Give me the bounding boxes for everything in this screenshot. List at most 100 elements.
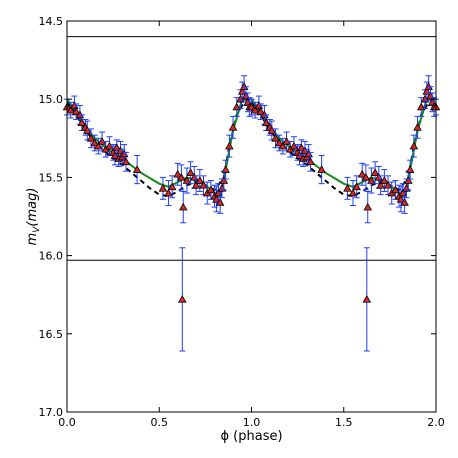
data-point-marker (376, 180, 385, 189)
data-point-marker (380, 176, 389, 184)
data-point-marker (413, 122, 422, 131)
data-point (282, 131, 291, 152)
data-point-marker (361, 172, 371, 181)
data-point (132, 155, 142, 185)
data-point (289, 136, 299, 157)
data-point (228, 115, 238, 139)
data-point-marker (357, 169, 367, 178)
data-point-marker (215, 198, 225, 206)
plot-frame (66, 20, 437, 413)
data-point-marker (256, 107, 266, 115)
data-point-marker (391, 185, 400, 194)
data-point (376, 175, 385, 196)
data-point-marker (173, 169, 182, 178)
data-point-marker (178, 202, 188, 211)
data-point (250, 101, 260, 119)
data-point (94, 137, 103, 155)
data-point (199, 175, 208, 196)
data-point (400, 190, 409, 214)
data-point (363, 190, 373, 224)
data-point (83, 120, 92, 141)
y-tick-label: 16.5 (39, 328, 64, 341)
data-point-marker (250, 105, 260, 114)
y-tick-label: 15.0 (39, 93, 64, 106)
data-point (77, 114, 87, 131)
data-point-marker (271, 133, 280, 142)
y-tick-label: 17.0 (39, 406, 64, 419)
data-point-marker (228, 122, 238, 131)
data-point-marker (105, 141, 114, 150)
data-point (225, 134, 234, 158)
x-tick-label: 0.5 (151, 416, 169, 429)
data-point-marker (167, 182, 177, 191)
y-tick-label: 14.5 (39, 15, 64, 28)
data-point-marker (370, 168, 380, 176)
data-point (177, 164, 186, 191)
data-point-marker (409, 141, 419, 150)
data-point-marker (261, 118, 271, 126)
data-point-marker (367, 176, 376, 184)
data-point-marker (186, 168, 195, 176)
data-point-marker (164, 188, 173, 197)
data-point (191, 175, 201, 196)
data-point-marker (363, 202, 373, 211)
data-point (416, 97, 426, 117)
data-point-marker (348, 188, 358, 197)
data-point (167, 175, 177, 199)
data-point-marker (66, 105, 75, 114)
data-point-marker (177, 172, 186, 181)
data-point (86, 128, 96, 149)
data-point (221, 159, 230, 180)
x-axis-label: ϕ (phase) (220, 429, 282, 444)
y-axis-label-sub: V (32, 226, 42, 233)
data-point-marker (158, 183, 168, 192)
data-point (121, 151, 131, 172)
y-tick-label: 16.0 (39, 250, 64, 263)
data-point (352, 175, 361, 199)
data-point-marker (206, 185, 216, 194)
outlier-point (178, 247, 187, 352)
y-axis-label: mV(mag) (25, 188, 42, 246)
data-point-marker (83, 126, 92, 134)
data-point-marker (86, 133, 96, 142)
data-point-marker (221, 165, 230, 173)
data-point (343, 176, 352, 200)
data-point (278, 137, 288, 155)
data-point (274, 134, 284, 152)
data-point-marker (94, 141, 103, 150)
data-point (405, 159, 415, 180)
x-tick-label: 1.0 (243, 416, 261, 429)
y-axis-label-main: m (25, 233, 40, 246)
data-point-marker (317, 165, 326, 173)
data-point-marker (274, 138, 284, 147)
data-point (317, 155, 326, 185)
data-point (256, 103, 266, 121)
data-point-marker (191, 180, 201, 189)
data-point-marker (132, 165, 142, 173)
data-point (297, 139, 306, 157)
observations-layer (62, 75, 441, 352)
data-point (367, 167, 376, 194)
data-point-marker (182, 176, 192, 184)
data-point (173, 162, 182, 186)
y-axis-label-unit: (mag) (25, 188, 40, 227)
data-point (90, 134, 99, 152)
data-point (66, 101, 75, 119)
data-point-marker (247, 102, 256, 111)
data-point (404, 170, 413, 191)
data-point (71, 103, 81, 121)
data-point-marker (400, 198, 409, 206)
x-tick-label: 2.0 (427, 416, 445, 429)
data-point (247, 98, 256, 116)
outlier-point-marker (178, 294, 187, 303)
data-point (271, 128, 280, 149)
data-point (413, 115, 422, 139)
outlier-point-marker (362, 294, 372, 303)
data-point-marker (121, 157, 131, 166)
data-point (182, 167, 192, 194)
ticks-layer: 0.0 0.5 1.0 1.5 2.0 14.5 15.0 15.5 16.0 16.5 17.0 (39, 15, 445, 429)
data-point-marker (404, 176, 413, 184)
data-point (158, 176, 168, 200)
data-point (164, 180, 173, 207)
